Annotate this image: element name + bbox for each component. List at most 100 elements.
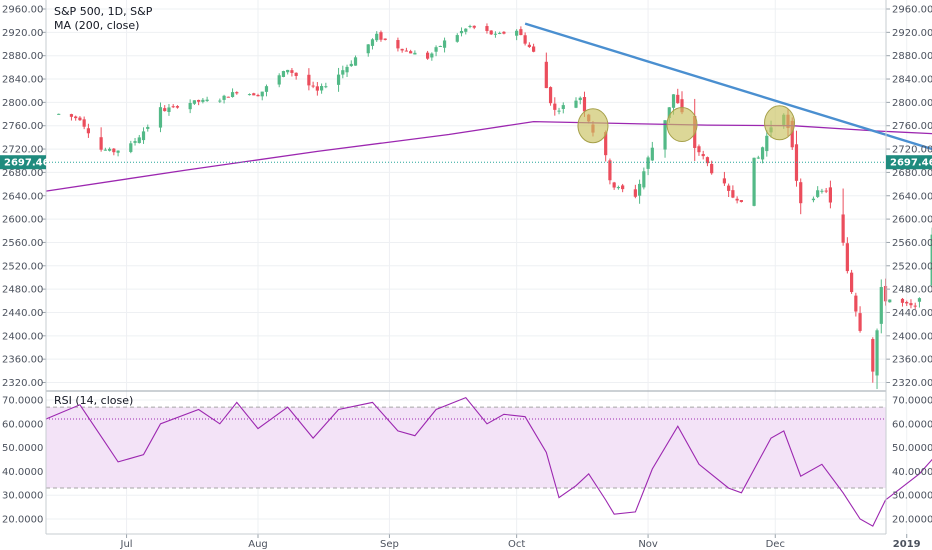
price-tick-label-right: 2800.00 — [892, 98, 932, 109]
candle-body — [557, 110, 561, 112]
highlight-circle[interactable] — [666, 107, 698, 143]
candle-body — [383, 38, 387, 40]
last-price-marker: 2697.46 2697.46 — [0, 155, 932, 170]
candle-body — [277, 75, 281, 85]
candle-body — [820, 190, 824, 192]
price-tick-label-right: 2440.00 — [892, 308, 932, 319]
candle-body — [850, 272, 854, 293]
candle-body — [667, 107, 671, 118]
last-price-label-right: 2697.46 — [890, 158, 932, 169]
time-tick-label: Oct — [508, 539, 525, 550]
candle-body — [532, 46, 536, 52]
price-tick-label-right: 2520.00 — [892, 261, 932, 272]
candle-body — [375, 33, 379, 41]
candle-body — [455, 35, 459, 42]
rsi-tick-label-left: 20.0000 — [2, 515, 43, 526]
price-tick-label-left: 2640.00 — [2, 191, 43, 202]
time-tick-label: Jul — [120, 539, 133, 550]
axes: 2320.00 2320.00 2360.00 2360.00 2400.00 2400.… — [2, 5, 932, 550]
candle-body — [290, 70, 294, 73]
candle-body — [816, 190, 820, 197]
candle-body — [739, 200, 743, 202]
price-tick-label-right: 2880.00 — [892, 51, 932, 62]
candle-body — [341, 70, 345, 75]
price-tick-label-right: 2480.00 — [892, 285, 932, 296]
candle-body — [434, 47, 438, 52]
price-tick-label-right: 2680.00 — [892, 168, 932, 179]
price-tick-label-right: 2400.00 — [892, 331, 932, 342]
rsi-tick-label-left: 60.0000 — [2, 419, 43, 430]
candle-body — [799, 182, 803, 204]
candle-body — [701, 154, 705, 157]
candle-body — [752, 157, 756, 206]
candle-body — [841, 214, 845, 243]
candle-body — [917, 298, 922, 302]
price-tick-label-left: 2520.00 — [2, 261, 43, 272]
candle-body — [561, 105, 565, 109]
candle-body — [438, 45, 442, 47]
candle-body — [235, 92, 239, 94]
highlight-circle[interactable] — [764, 105, 796, 141]
candle-body — [756, 157, 760, 159]
candle-body — [336, 74, 341, 85]
candle-body — [697, 146, 701, 153]
candle-body — [553, 103, 557, 110]
candle-body — [129, 143, 133, 152]
candle-body — [345, 66, 349, 73]
rsi-line — [45, 396, 932, 527]
rsi-tick-label-right: 20.0000 — [892, 515, 932, 526]
candle-body — [879, 287, 883, 324]
price-tick-label-left: 2800.00 — [2, 98, 43, 109]
candle-body — [57, 113, 61, 115]
candle-body — [396, 40, 400, 49]
candle-body — [78, 117, 82, 121]
candle-body — [871, 339, 875, 372]
highlight-circle[interactable] — [577, 108, 609, 144]
overlays — [45, 22, 932, 527]
candle-body — [442, 40, 447, 48]
candle-body — [141, 131, 146, 141]
candle-body — [137, 137, 141, 144]
candle-body — [604, 132, 608, 156]
price-tick-label-left: 2760.00 — [2, 121, 43, 132]
candle-body — [705, 157, 710, 164]
price-tick-label-left: 2880.00 — [2, 51, 43, 62]
rsi-tick-label-left: 70.0000 — [2, 396, 43, 407]
candle-body — [824, 190, 828, 192]
time-tick-label: Sep — [380, 539, 399, 550]
candle-body — [349, 63, 353, 67]
candle-body — [99, 137, 103, 150]
candle-body — [485, 26, 489, 31]
candle-body — [252, 93, 256, 96]
trendline[interactable] — [524, 22, 932, 194]
rsi-tick-label-left: 40.0000 — [2, 467, 43, 478]
last-price-box-left — [0, 155, 46, 170]
candle-body — [116, 150, 120, 153]
price-tick-label-left: 2480.00 — [2, 285, 43, 296]
candle-body — [158, 107, 163, 128]
candle-body — [192, 100, 196, 104]
price-tick-label-left: 2400.00 — [2, 331, 43, 342]
chart-symbol-title[interactable]: S&P 500, 1D, S&P — [54, 5, 153, 18]
candle-body — [502, 31, 506, 34]
candle-body — [112, 148, 116, 153]
ma-legend-label[interactable]: MA (200, close) — [54, 19, 139, 32]
price-tick-label-right: 2960.00 — [892, 5, 932, 16]
price-tick-label-left: 2960.00 — [2, 5, 43, 16]
candle-body — [379, 32, 383, 40]
candle-body — [86, 128, 90, 134]
candle-body — [875, 330, 879, 376]
price-tick-label-left: 2720.00 — [2, 145, 43, 156]
last-price-label-left: 2697.46 — [4, 158, 50, 169]
candle-body — [731, 190, 735, 198]
candle-body — [710, 163, 714, 174]
candle-body — [205, 99, 209, 102]
candle-body — [133, 141, 137, 143]
candle-body — [82, 119, 86, 127]
candle-body — [493, 33, 498, 35]
candle-body — [167, 107, 171, 113]
candle-body — [218, 100, 222, 102]
candle-body — [146, 126, 150, 129]
candle-body — [426, 52, 430, 59]
rsi-legend-label[interactable]: RSI (14, close) — [54, 394, 133, 407]
